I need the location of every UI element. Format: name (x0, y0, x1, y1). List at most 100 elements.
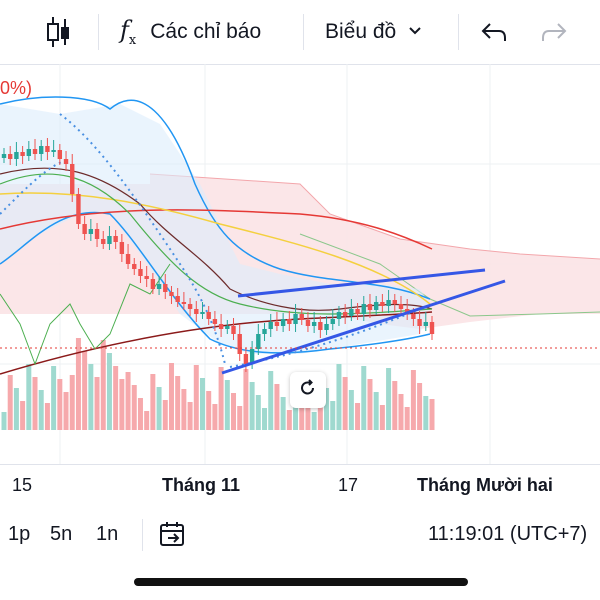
volume-bar (100, 340, 106, 430)
candle-body (231, 326, 236, 334)
indicators-label: Các chỉ báo (150, 20, 262, 43)
volume-bar (13, 388, 19, 430)
volume-bar (355, 403, 361, 430)
volume-bar (181, 389, 187, 430)
timeframe-1n[interactable]: 1n (96, 523, 119, 545)
volume-bar (38, 390, 44, 430)
volume-bar (386, 368, 392, 430)
candle-body (181, 302, 187, 304)
candle-body (206, 312, 211, 319)
cloud-lower-line (299, 233, 600, 317)
volume-bar (82, 351, 88, 430)
volume-bar (299, 386, 305, 430)
candles (1, 138, 435, 372)
volume-bar (206, 391, 212, 430)
candle-body (26, 149, 32, 156)
volume-bar (137, 398, 143, 430)
volume-bar (367, 379, 373, 430)
volume-bar (106, 353, 112, 430)
trendline-lower (221, 279, 506, 375)
volume-bar (324, 388, 330, 430)
goto-date-icon[interactable] (158, 519, 188, 554)
redo-icon[interactable] (540, 0, 568, 64)
candle-body (423, 322, 428, 326)
chart-canvas (0, 64, 600, 464)
candle-body (274, 322, 280, 326)
x-tick-2: 17 (338, 475, 359, 495)
candle-body (367, 304, 373, 310)
home-indicator (134, 578, 468, 586)
candle-body (144, 276, 149, 279)
volume-bar (231, 393, 237, 430)
candle-body (324, 324, 329, 330)
volume-bar (379, 405, 385, 430)
timeframe-5n[interactable]: 5n (50, 523, 73, 545)
volume-bar (175, 376, 181, 430)
partial-percent-label: 0%) (0, 78, 33, 98)
volume-bar (429, 399, 435, 430)
candle-body (20, 152, 25, 156)
candle-body (429, 322, 435, 334)
bottom-bar: 1p 5n 1n 11:19:01 (UTC+7) (0, 505, 600, 565)
candle-body (237, 334, 242, 354)
volume-bar (410, 370, 416, 430)
candle-body (82, 224, 87, 234)
candle-body (132, 264, 137, 269)
bollinger-upper (0, 96, 431, 300)
volume-bar (417, 383, 423, 430)
volume-bar (268, 371, 274, 430)
candle-body (32, 149, 38, 154)
volume-bar (262, 408, 268, 430)
volume-bar (342, 377, 348, 430)
volume-bar (162, 400, 168, 430)
trendline-upper (237, 268, 486, 298)
volume-bar (88, 364, 94, 430)
dotted-line-3 (0, 158, 71, 215)
candle-body (150, 279, 156, 289)
x-axis[interactable]: 15 Tháng 11 17 Tháng Mười hai (0, 464, 600, 505)
candle-body (386, 300, 391, 306)
volume-bar (373, 392, 379, 430)
indicators-button[interactable]: fx Các chỉ báo (120, 0, 261, 64)
candle-body (94, 229, 100, 239)
x-tick-1: Tháng 11 (162, 475, 241, 495)
candle-body (361, 304, 366, 314)
candle-body (256, 334, 261, 349)
volume-bar (32, 377, 38, 430)
clock-time[interactable]: 11:19:01 (UTC+7) (428, 523, 588, 545)
candle-body (299, 314, 304, 320)
undo-icon[interactable] (480, 0, 508, 64)
chart-type-button[interactable]: Biểu đồ (325, 0, 422, 64)
volume-bar (199, 378, 205, 430)
candle-body (14, 152, 19, 159)
candle-body (305, 320, 311, 326)
candle-body (243, 354, 249, 364)
chevron-down-icon (408, 23, 422, 41)
volume-bar (224, 380, 230, 430)
candle-body (125, 254, 131, 264)
price-chart[interactable]: 0%) (0, 64, 600, 464)
candle-body (76, 194, 81, 224)
reset-icon (298, 378, 318, 403)
reset-chart-button[interactable] (290, 372, 326, 408)
candle-body (342, 312, 348, 316)
candle-body (156, 284, 162, 289)
volume-bar (75, 338, 81, 430)
candle-body (88, 229, 94, 234)
volume-bar (69, 375, 75, 430)
volume-bar (187, 402, 193, 430)
candle-body (373, 302, 379, 310)
volume-bar (311, 412, 317, 430)
candle-body (113, 236, 118, 242)
volume-bar (131, 385, 137, 430)
candle-body (330, 319, 335, 324)
volume-bar (243, 369, 249, 430)
candle-body (349, 309, 354, 316)
candle-body (249, 349, 255, 364)
volume-bar (7, 375, 13, 430)
volume-bar (212, 404, 218, 430)
volume-bar (113, 366, 119, 430)
timeframe-1p[interactable]: 1p (8, 523, 31, 545)
candlestick-icon[interactable] (44, 0, 74, 64)
volume-bar (168, 363, 174, 430)
